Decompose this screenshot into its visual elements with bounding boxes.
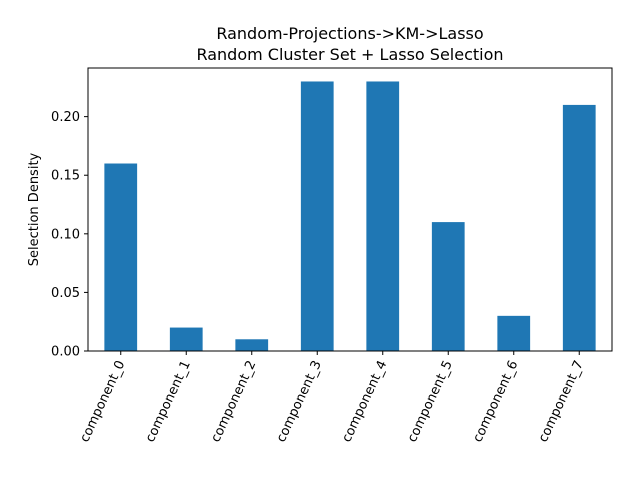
x-tick-label: component_2	[208, 358, 259, 444]
bar-component_0	[104, 163, 138, 351]
x-tick-label: component_6	[470, 358, 521, 444]
x-tick-label: component_0	[77, 358, 128, 444]
bar-component_6	[497, 315, 531, 351]
bar-group	[104, 81, 596, 351]
x-tick-label: component_3	[274, 358, 325, 444]
chart-title-line1: Random-Projections->KM->Lasso	[216, 24, 483, 43]
bar-component_3	[300, 81, 334, 351]
chart-title-line2: Random Cluster Set + Lasso Selection	[196, 45, 503, 64]
x-tick-label: component_7	[536, 358, 587, 444]
bar-component_1	[169, 327, 203, 351]
y-tick-label: 0.10	[51, 227, 80, 242]
plot-frame	[87, 67, 613, 352]
y-tick-label: 0.05	[51, 286, 80, 301]
x-tick-label: component_5	[405, 358, 456, 444]
y-tick-label: 0.00	[51, 345, 80, 360]
y-axis-label: Selection Density	[27, 152, 42, 266]
bar-component_5	[431, 222, 465, 351]
x-tick-label: component_4	[339, 358, 390, 444]
bar-component_4	[366, 81, 400, 351]
x-axis: component_0 component_1 component_2 compone…	[77, 351, 587, 445]
y-axis: 0.00 0.05 0.10 0.15 0.20	[51, 110, 88, 360]
y-tick-label: 0.15	[51, 169, 80, 184]
bar-component_2	[235, 339, 269, 351]
x-tick-label: component_1	[143, 358, 194, 444]
y-tick-label: 0.20	[51, 110, 80, 125]
bar-component_7	[562, 104, 596, 351]
